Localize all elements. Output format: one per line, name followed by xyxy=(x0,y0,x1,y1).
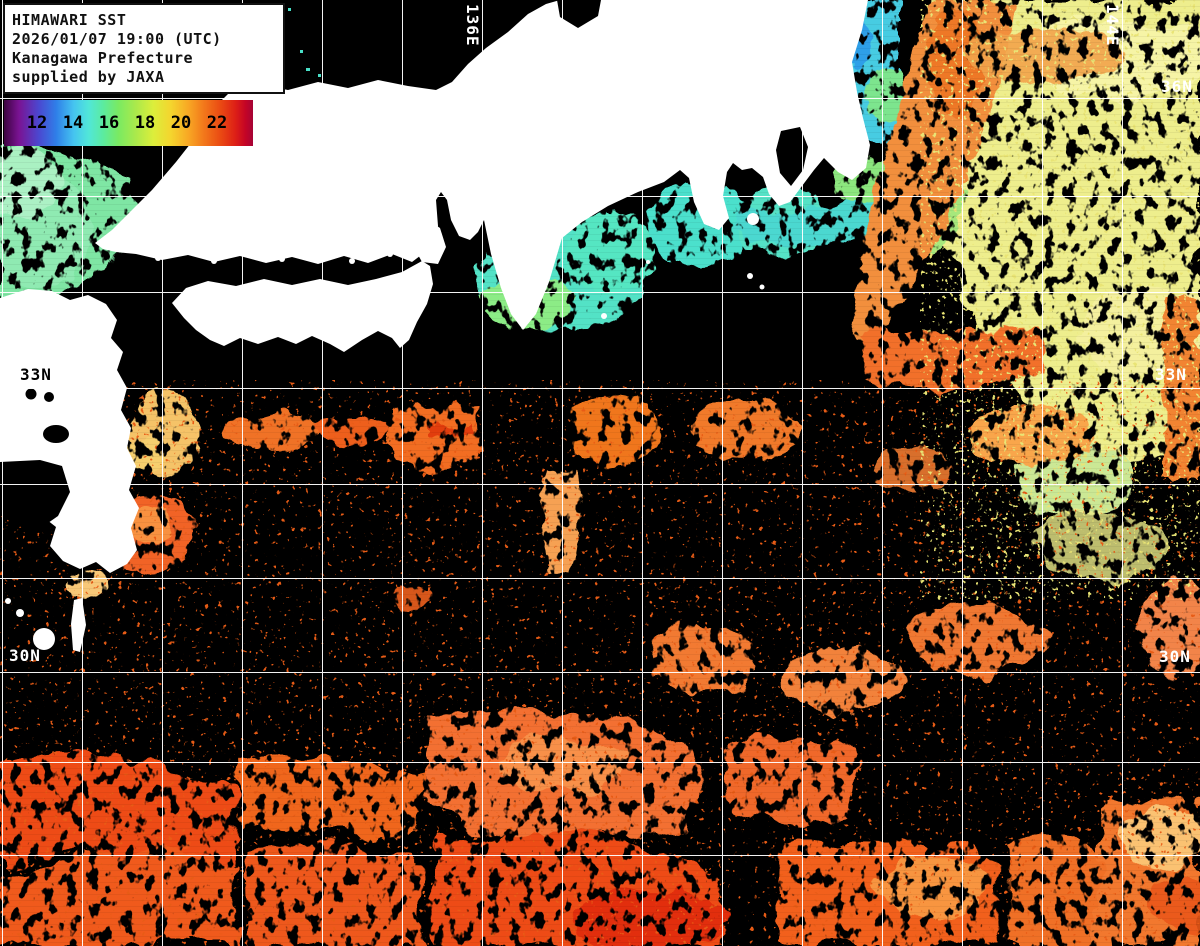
seto-islet xyxy=(315,252,321,258)
tokyo-bay xyxy=(776,127,808,186)
map-datetime: 2026/01/07 19:00 (UTC) xyxy=(12,30,222,48)
small-island xyxy=(5,598,11,604)
seto-islet xyxy=(183,249,189,255)
temperature-colorbar: 12 14 16 18 20 22 xyxy=(4,100,253,146)
seto-islet xyxy=(387,251,393,257)
shikoku-landmass xyxy=(172,261,433,352)
izu-oshima-island xyxy=(747,213,759,225)
colorbar-tick: 22 xyxy=(206,113,228,133)
lat-label-36n-right: 36N xyxy=(1161,77,1193,96)
lon-label-136e: 136E xyxy=(463,4,482,47)
lat-label-30n-right: 30N xyxy=(1159,647,1191,666)
cloud-dot xyxy=(646,260,650,264)
cloud-dot xyxy=(747,273,753,279)
seto-islet xyxy=(243,251,249,257)
kyushu-bay xyxy=(43,425,69,443)
lake-biwa xyxy=(557,0,601,28)
colorbar-tick: 12 xyxy=(26,113,48,133)
map-region: Kanagawa Prefecture xyxy=(12,49,194,67)
small-island xyxy=(16,609,24,617)
ariake-sea xyxy=(0,460,70,530)
colorbar-tick: 16 xyxy=(98,113,120,133)
yakushima-island xyxy=(33,628,55,650)
seto-islet xyxy=(349,258,355,264)
cold-speck-dots xyxy=(288,8,321,77)
info-box: HIMAWARI SST 2026/01/07 19:00 (UTC) Kana… xyxy=(3,3,285,94)
map-credit: supplied by JAXA xyxy=(12,68,165,86)
seto-islet xyxy=(279,256,285,262)
inland-water-layer xyxy=(0,0,808,530)
cloud-dot xyxy=(601,313,607,319)
kyushu-lake xyxy=(25,388,37,400)
lat-label-33n-right: 33N xyxy=(1155,365,1187,384)
seto-islet xyxy=(155,255,161,261)
lat-label-30n-left: 30N xyxy=(9,646,41,665)
lon-label-144e: 144E xyxy=(1103,4,1122,47)
colorbar-tick: 18 xyxy=(134,113,156,133)
map-title: HIMAWARI SST xyxy=(12,11,127,29)
cloud-dot xyxy=(759,284,765,290)
lat-label-33n-left: 33N xyxy=(20,365,52,384)
seto-islet xyxy=(211,258,217,264)
awaji-island xyxy=(412,217,446,264)
colorbar-tick: 14 xyxy=(62,113,84,133)
colorbar-tick: 20 xyxy=(170,113,192,133)
kyushu-lake xyxy=(44,392,54,402)
